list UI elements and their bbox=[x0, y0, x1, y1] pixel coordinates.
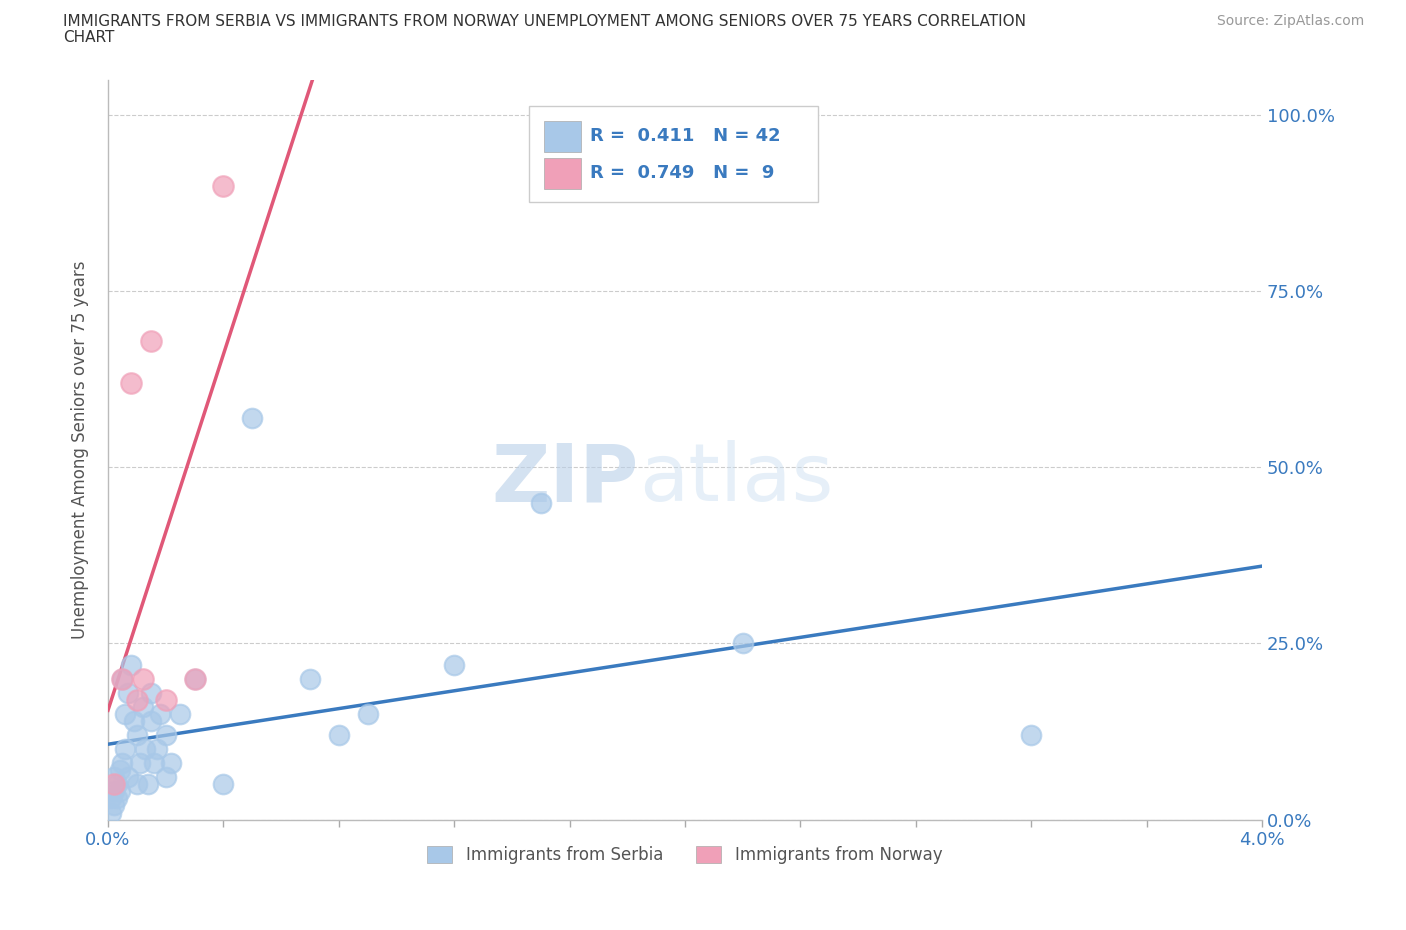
Text: R =  0.411   N = 42: R = 0.411 N = 42 bbox=[591, 127, 780, 145]
Point bbox=[149, 707, 172, 722]
Point bbox=[114, 707, 136, 722]
Point bbox=[212, 777, 235, 791]
Point bbox=[111, 671, 134, 686]
Point bbox=[103, 798, 125, 813]
Point bbox=[141, 713, 163, 728]
Point bbox=[111, 756, 134, 771]
Point bbox=[100, 805, 122, 820]
Point bbox=[731, 636, 754, 651]
Point bbox=[141, 333, 163, 348]
FancyBboxPatch shape bbox=[544, 121, 581, 152]
Point bbox=[103, 770, 125, 785]
Point bbox=[155, 693, 177, 708]
Point bbox=[125, 693, 148, 708]
Point bbox=[108, 784, 131, 799]
Point bbox=[138, 777, 160, 791]
Text: Source: ZipAtlas.com: Source: ZipAtlas.com bbox=[1216, 14, 1364, 28]
FancyBboxPatch shape bbox=[544, 158, 581, 189]
Point bbox=[183, 671, 205, 686]
Point bbox=[120, 658, 142, 672]
Point bbox=[160, 756, 183, 771]
Point bbox=[103, 777, 125, 791]
Point bbox=[134, 742, 156, 757]
Point bbox=[111, 671, 134, 686]
Point bbox=[328, 727, 350, 742]
Point bbox=[125, 777, 148, 791]
Point bbox=[443, 658, 465, 672]
Point bbox=[530, 495, 553, 510]
Text: ZIP: ZIP bbox=[492, 441, 638, 518]
Point bbox=[146, 742, 169, 757]
Point bbox=[356, 707, 378, 722]
Y-axis label: Unemployment Among Seniors over 75 years: Unemployment Among Seniors over 75 years bbox=[72, 260, 89, 639]
Point bbox=[128, 756, 150, 771]
Point bbox=[117, 685, 139, 700]
Point bbox=[125, 727, 148, 742]
Point bbox=[298, 671, 321, 686]
Point bbox=[108, 763, 131, 777]
Point bbox=[105, 777, 128, 791]
Legend: Immigrants from Serbia, Immigrants from Norway: Immigrants from Serbia, Immigrants from … bbox=[420, 839, 949, 870]
Point bbox=[240, 411, 263, 426]
FancyBboxPatch shape bbox=[529, 106, 818, 202]
Point bbox=[143, 756, 166, 771]
Text: R =  0.749   N =  9: R = 0.749 N = 9 bbox=[591, 165, 775, 182]
Text: IMMIGRANTS FROM SERBIA VS IMMIGRANTS FROM NORWAY UNEMPLOYMENT AMONG SENIORS OVER: IMMIGRANTS FROM SERBIA VS IMMIGRANTS FRO… bbox=[63, 14, 1026, 29]
Text: CHART: CHART bbox=[63, 30, 115, 45]
Point bbox=[169, 707, 191, 722]
Point bbox=[117, 770, 139, 785]
Text: atlas: atlas bbox=[638, 441, 834, 518]
Point bbox=[141, 685, 163, 700]
Point bbox=[155, 727, 177, 742]
Point bbox=[212, 179, 235, 193]
Point bbox=[100, 791, 122, 806]
Point bbox=[1019, 727, 1042, 742]
Point bbox=[131, 699, 153, 714]
Point bbox=[155, 770, 177, 785]
Point bbox=[105, 791, 128, 806]
Point bbox=[131, 671, 153, 686]
Point bbox=[114, 742, 136, 757]
Point bbox=[122, 713, 145, 728]
Point bbox=[183, 671, 205, 686]
Point bbox=[120, 376, 142, 391]
Point bbox=[103, 784, 125, 799]
